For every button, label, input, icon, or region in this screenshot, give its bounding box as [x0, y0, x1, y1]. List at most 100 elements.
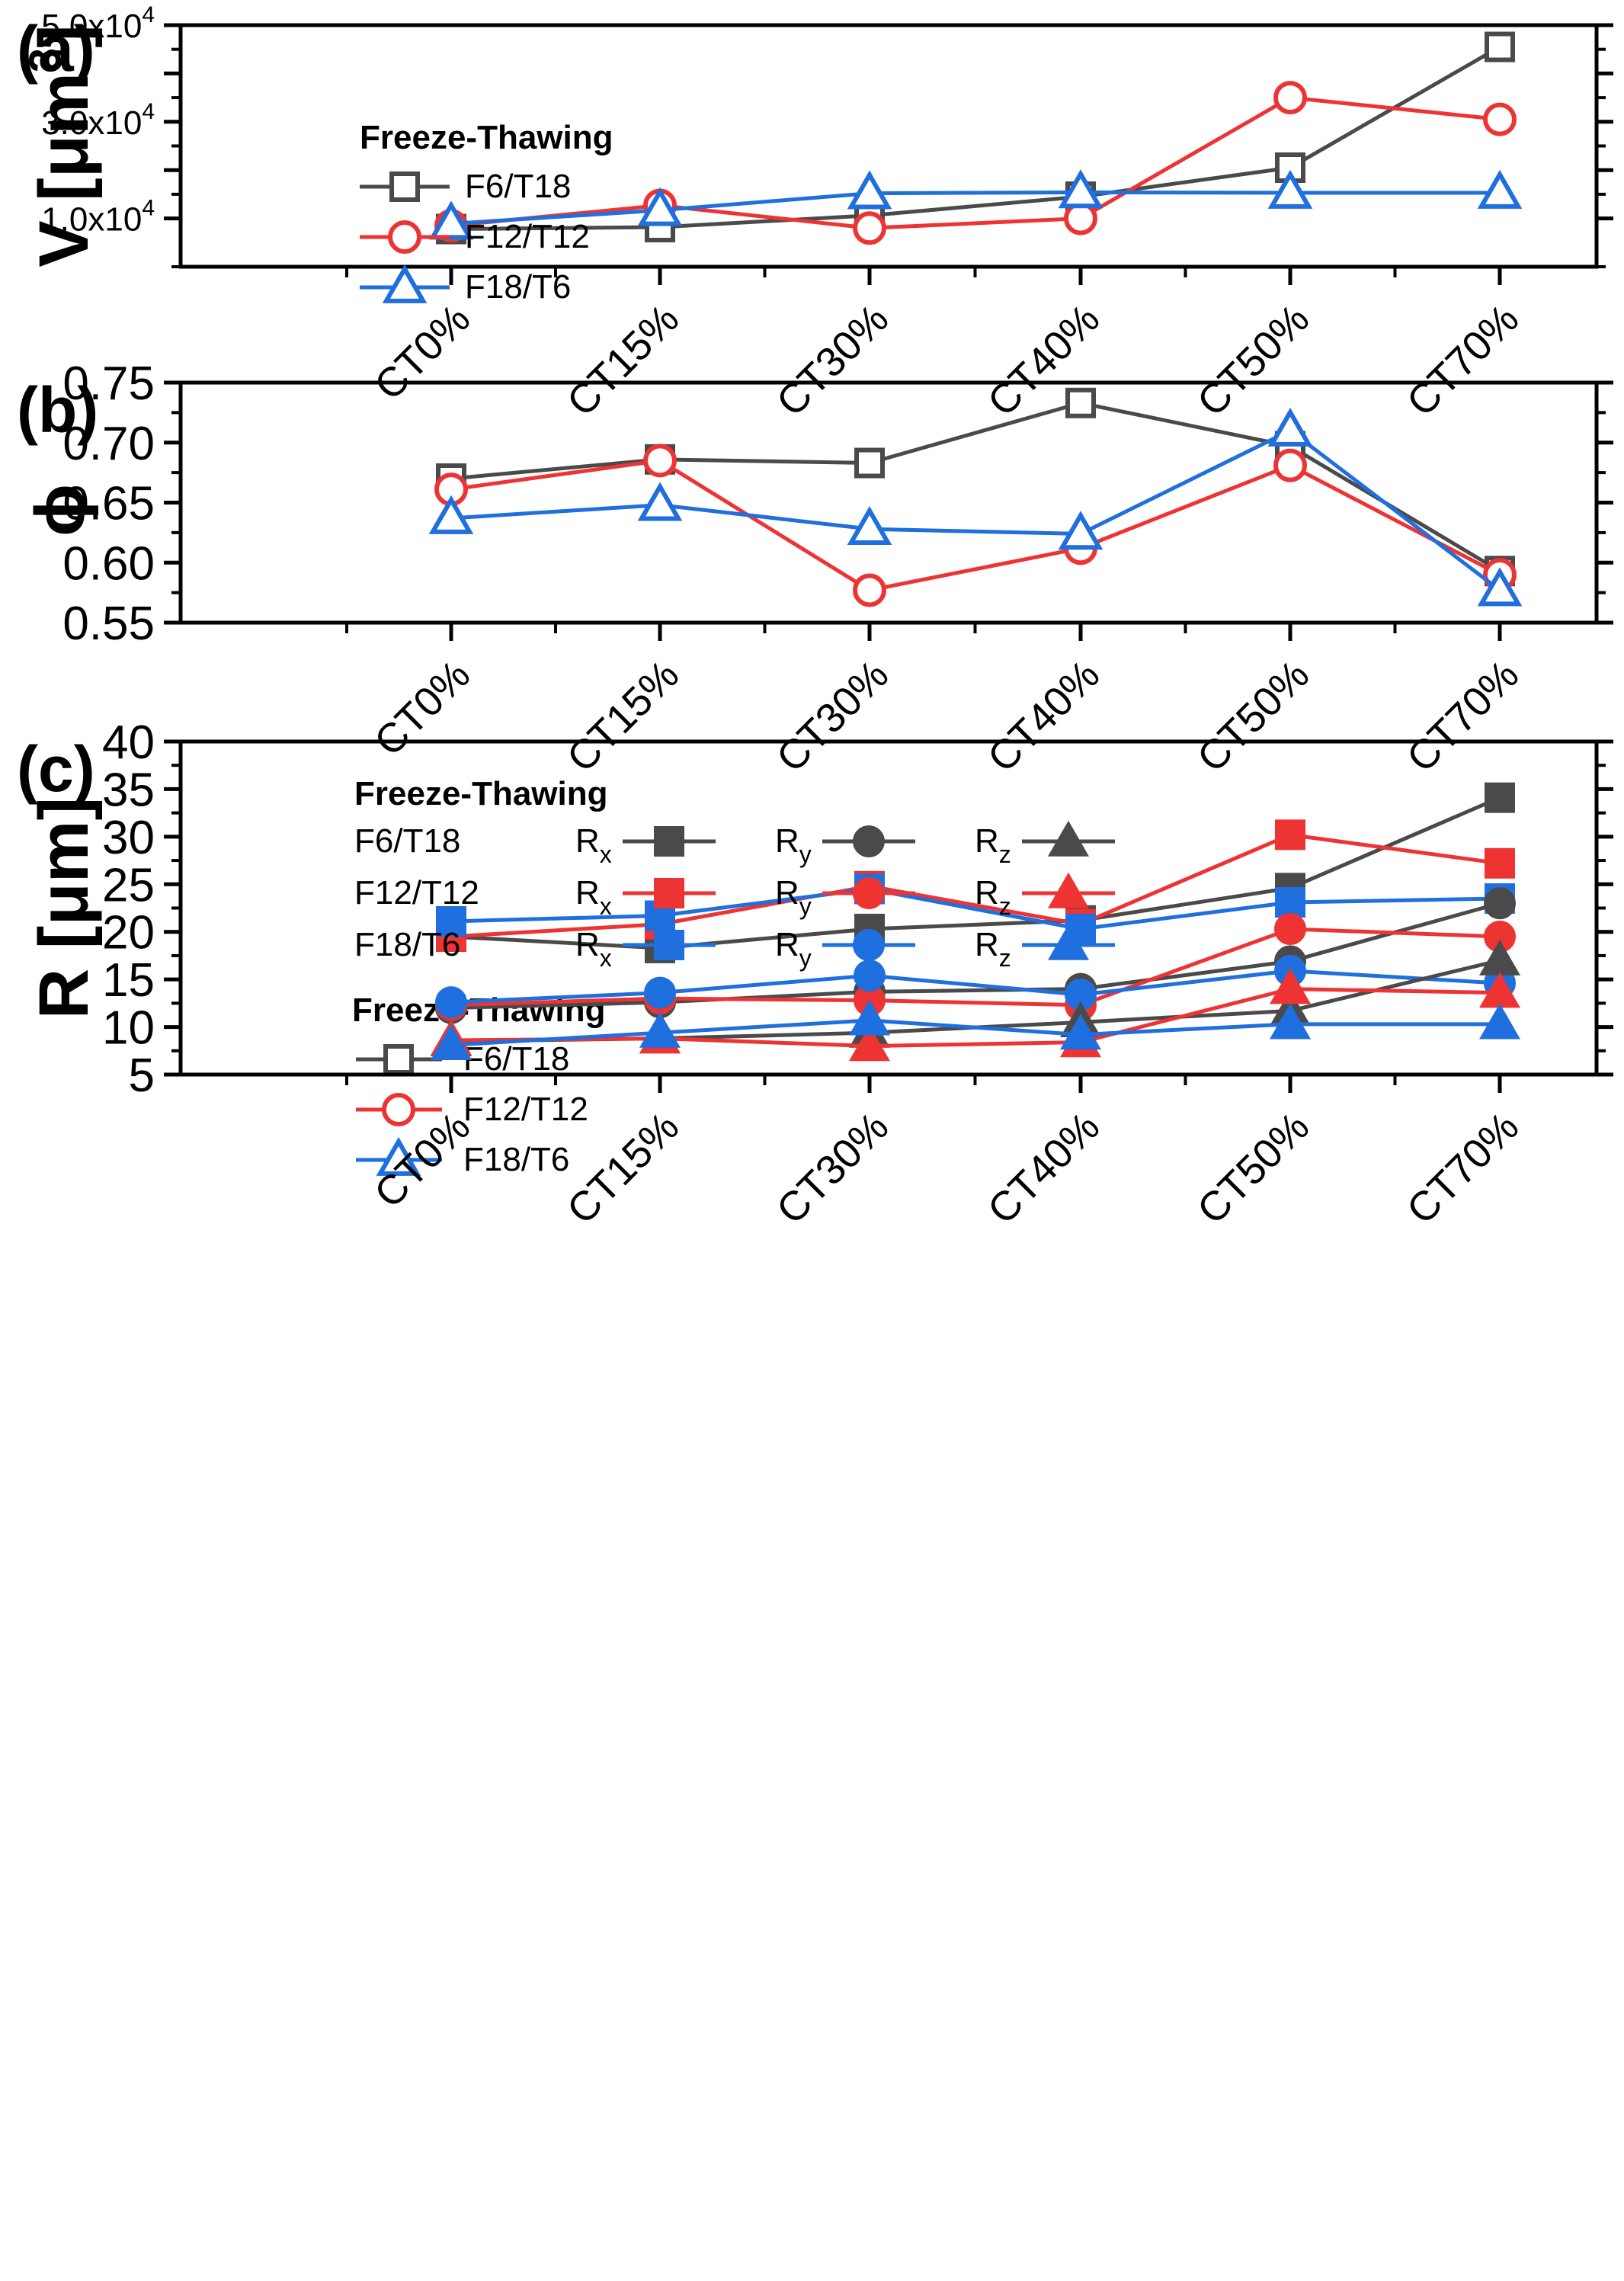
legend-marker-f12-t12-triangle	[1047, 872, 1090, 908]
data-point-f6-t18-rz-ct70	[1478, 939, 1521, 976]
data-point-f6-t18-ct40	[1065, 387, 1096, 418]
legend-component-label: Rz	[975, 874, 1011, 920]
x-tick-label-ct70: CT70%	[1398, 1104, 1528, 1233]
data-point-f12-t12-rz-ct50	[1269, 968, 1312, 1004]
data-point-f18-t6-rz-ct0	[430, 1024, 472, 1060]
panel-label: (c)	[17, 733, 95, 805]
y-axis-label-main: R [	[25, 926, 103, 1020]
legend-component-label: Ry	[775, 874, 812, 920]
data-point-f6-t18-ry-ct70	[1484, 887, 1516, 920]
legend-component-base: R	[575, 926, 600, 963]
y-tick-label: 5.0x104	[41, 2, 155, 45]
legend-component-label: Rx	[575, 926, 612, 972]
series-f18-t6-rz	[430, 999, 1521, 1060]
series-f12-t12	[434, 444, 1517, 607]
y-tick-label: 35	[102, 764, 155, 816]
legend-component-base: R	[975, 874, 999, 911]
legend-title: Freeze-Thawing	[354, 775, 608, 812]
x-tick-label-ct30: CT30%	[768, 296, 898, 425]
series-line-f18-t6-rz	[450, 1018, 1500, 1047]
data-point-f18-t6-ct50	[1267, 407, 1313, 447]
data-point-f12-t12-ct40	[1064, 201, 1097, 235]
legend-label-f18-t6: F18/T6	[463, 1141, 569, 1178]
data-point-f18-t6-ct30	[847, 170, 892, 210]
legend-marker-f6-t18-square	[654, 826, 684, 857]
panel-label: (a)	[17, 13, 95, 85]
series-line-f6-t18	[450, 401, 1501, 573]
series-line-f12-t12-ry	[450, 927, 1501, 1008]
legend-marker-f18-t6-square	[654, 930, 684, 960]
data-point-f18-t6-rx-ct0	[436, 905, 466, 937]
y-tick-label: 15	[102, 954, 155, 1007]
data-point-f18-t6-rz-ct50	[1269, 1003, 1312, 1040]
y-tick-label: 25	[102, 859, 155, 911]
legend-marker-f6-t18-circle	[853, 825, 885, 857]
data-point-f18-t6-rx-ct50	[1275, 887, 1305, 918]
series-line-f6-t18-ry	[450, 901, 1501, 1011]
y-tick-label: 0.55	[62, 597, 155, 650]
y-tick-label: 10	[102, 1002, 155, 1055]
x-tick-label-ct15: CT15%	[559, 296, 688, 425]
data-point-f18-t6-ct15	[637, 482, 683, 521]
y-tick-label: 20	[102, 907, 155, 959]
series-line-f12-t12-rz	[450, 987, 1501, 1049]
legend-component-label: Rz	[975, 822, 1011, 868]
y-axis-label: R [μm]	[25, 797, 103, 1019]
chart-panel-3: CT0% CT15% CT30% CT40% CT50% CT70%51015202530…	[17, 716, 1613, 1233]
data-point-f6-t18-rx-ct70	[1485, 782, 1515, 813]
series-line-f12-t12	[450, 458, 1501, 593]
y-axis-label: ϕ	[21, 484, 99, 537]
legend-component-sub: x	[600, 892, 612, 920]
series-line-f18-t6-ry	[450, 969, 1501, 1004]
series-line-f18-t6-rx	[450, 886, 1501, 931]
y-tick-label: 0.75	[62, 357, 155, 410]
y-tick-exponent: 4	[142, 99, 155, 124]
series-line-f12-t12-rx	[450, 832, 1501, 939]
y-axis-label-unit: μm	[25, 820, 103, 925]
legend-label-f6-t18: F6/T18	[463, 1040, 569, 1078]
legend-marker-f18-t6	[376, 1136, 421, 1176]
y-tick-mantissa: 5.0x10	[41, 8, 142, 45]
y-tick-label: 1.0x104	[41, 196, 155, 239]
data-point-f12-t12-ct50	[1273, 448, 1307, 482]
legend-component-label: Rz	[975, 926, 1011, 972]
series-f18-t6	[428, 169, 1523, 240]
data-point-f18-t6-ry-ct30	[854, 959, 886, 992]
legend-marker-f12-t12	[388, 220, 421, 254]
legend-component-sub: y	[799, 841, 812, 868]
legend-marker-f6-t18-triangle	[1047, 820, 1090, 857]
y-tick-mantissa: 3.0x10	[41, 104, 142, 142]
data-point-f18-t6-ct0	[428, 200, 474, 240]
data-point-f12-t12-ct30	[853, 573, 886, 607]
legend-marker-f6-t18	[383, 1044, 414, 1075]
x-tick-label-ct40: CT40%	[979, 652, 1109, 781]
y-tick-mantissa: 1.0x10	[41, 201, 142, 239]
legend-marker-f12-t12-square	[654, 878, 684, 908]
chart-panel-1: CT0% CT15% CT30% CT40% CT50% CT70%1.0x1043.0x…	[17, 2, 1613, 425]
legend-component-sub: z	[999, 892, 1011, 920]
y-tick-label: 0.70	[62, 418, 155, 470]
data-point-f12-t12-ct30	[853, 211, 886, 245]
series-line-f18-t6	[450, 428, 1501, 592]
series-line-f12-t12	[450, 95, 1501, 230]
legend-component-sub: x	[600, 944, 612, 972]
series-f18-t6-ry	[435, 954, 1516, 1019]
y-axis-label-close: ]	[25, 797, 103, 821]
data-point-f18-t6-rz-ct15	[639, 1011, 681, 1048]
legend-component-sub: y	[799, 944, 812, 972]
legend-component-base: R	[775, 822, 799, 860]
y-tick-label: 0.65	[62, 478, 155, 530]
x-tick-label-ct30: CT30%	[768, 652, 898, 781]
legend-component-base: R	[775, 926, 799, 963]
x-tick-label-ct30: CT30%	[768, 1104, 898, 1233]
data-point-f18-t6-rz-ct40	[1059, 1014, 1102, 1050]
series-line-f6-t18	[450, 45, 1501, 232]
data-point-f18-t6-rz-ct30	[848, 999, 891, 1036]
legend-component-label: Ry	[775, 926, 812, 972]
x-tick-label-ct50: CT50%	[1189, 652, 1318, 781]
legend-marker-f12-t12-circle	[853, 877, 885, 909]
legend-component-label: Ry	[775, 822, 812, 868]
